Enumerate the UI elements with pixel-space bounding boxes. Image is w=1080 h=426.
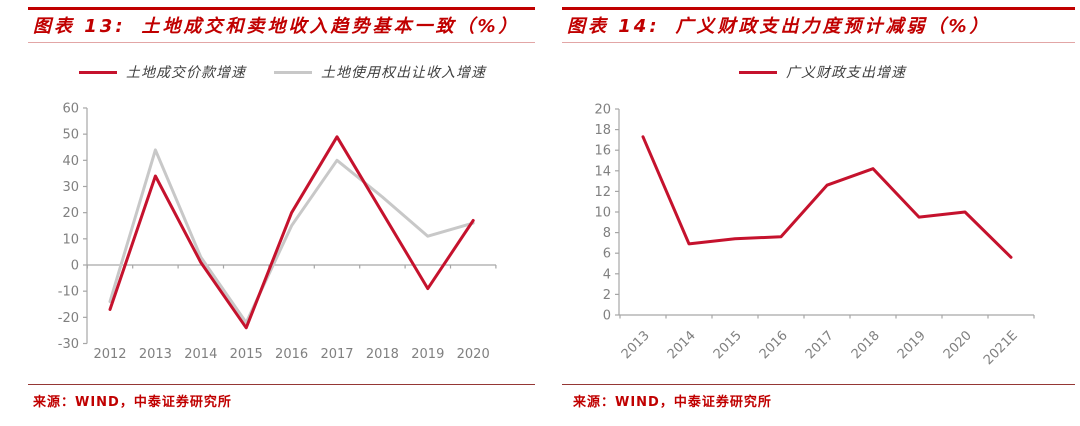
y-tick-label: -10 [58, 285, 79, 300]
x-tick-label: 2020 [941, 328, 975, 362]
figure-14-legend: 广义财政支出增速 [570, 62, 1075, 82]
x-tick-label: 2014 [184, 347, 217, 362]
y-tick-label: 16 [594, 144, 611, 159]
x-tick-label: 2020 [457, 347, 490, 362]
figure-14-source-rule [562, 384, 1075, 385]
x-tick-label: 2014 [665, 328, 699, 362]
y-tick-label: 20 [62, 206, 79, 221]
y-tick-label: 0 [71, 259, 79, 274]
legend-label: 土地使用权出让收入增速 [321, 65, 486, 81]
series-line-土地使用权出让收入增速 [108, 148, 475, 325]
x-tick-label: 2013 [139, 347, 172, 362]
y-tick-label: 8 [603, 226, 611, 241]
y-tick-label: -20 [58, 311, 79, 326]
legend-swatch-gray-icon [274, 70, 312, 74]
legend-swatch-red-icon [739, 70, 777, 74]
line-chart-svg: 60 50 40 30 20 10 0 -10 -20 -30 2012 2013 2014 2015 20… [58, 101, 497, 362]
y-tick-label: 50 [62, 128, 79, 143]
legend-label: 广义财政支出增速 [786, 65, 906, 81]
x-tick-label: 2021E [981, 328, 1021, 368]
x-tick-label: 2015 [230, 347, 263, 362]
y-tick-label: 2 [603, 288, 611, 303]
figure-13-label: 图表 13: [33, 16, 126, 37]
figure-14-title: 图表 14: 广义财政支出力度预计减弱（%） [567, 12, 991, 38]
y-tick-label: 10 [62, 232, 79, 247]
figure-14-top-rule [562, 7, 1075, 10]
x-tick-label: 2017 [320, 347, 353, 362]
y-tick-label: 12 [594, 185, 611, 200]
x-tick-label: 2012 [93, 347, 126, 362]
y-tick-label: 60 [62, 101, 79, 116]
legend-item-fiscal-expenditure: 广义财政支出增速 [739, 62, 906, 82]
figure-14-title-underline [562, 42, 1075, 43]
y-tick-label: 6 [603, 247, 611, 262]
figure-13-legend: 土地成交价款增速 土地使用权出让收入增速 [30, 62, 535, 82]
y-tick-label: 40 [62, 154, 79, 169]
figure-13-top-rule [28, 7, 535, 10]
series-line-土地成交价款增速 [108, 135, 475, 330]
figure-14-chart: 20 18 16 14 12 10 8 6 4 2 0 2013 2014 2015 2016 2017 201… [570, 95, 1075, 400]
x-tick-label: 2018 [366, 347, 399, 362]
x-tick-label: 2016 [275, 347, 308, 362]
figure-13-title: 图表 13: 土地成交和卖地收入趋势基本一致（%） [33, 12, 520, 38]
y-tick-label: -30 [58, 337, 79, 352]
figure-14-title-text: 广义财政支出力度预计减弱（%） [675, 16, 991, 37]
series-line-广义财政支出增速 [641, 135, 1013, 259]
figure-14-label: 图表 14: [567, 16, 660, 37]
y-tick-label: 18 [594, 123, 611, 138]
y-tick-label: 0 [603, 309, 611, 324]
x-tick-label: 2018 [849, 328, 883, 362]
y-tick-label: 20 [594, 103, 611, 118]
legend-item-land-revenue: 土地使用权出让收入增速 [274, 62, 486, 82]
x-tick-label: 2015 [711, 328, 745, 362]
y-tick-label: 10 [594, 206, 611, 221]
legend-swatch-red-icon [79, 70, 117, 74]
figure-13-source-rule [28, 384, 535, 385]
figure-13-title-underline [28, 42, 535, 43]
x-tick-label: 2019 [895, 328, 929, 362]
y-tick-label: 4 [603, 267, 611, 282]
legend-item-land-price: 土地成交价款增速 [79, 62, 246, 82]
figure-13-title-text: 土地成交和卖地收入趋势基本一致（%） [141, 16, 520, 37]
x-tick-label: 2019 [411, 347, 444, 362]
figure-13-source: 来源：WIND，中泰证券研究所 [33, 395, 232, 410]
x-tick-label: 2017 [803, 328, 837, 362]
y-tick-label: 14 [594, 164, 611, 179]
y-tick-label: 30 [62, 180, 79, 195]
x-tick-label: 2013 [619, 328, 653, 362]
figure-14-source: 来源：WIND，中泰证券研究所 [573, 395, 772, 410]
legend-label: 土地成交价款增速 [126, 65, 246, 81]
figure-13-chart: 60 50 40 30 20 10 0 -10 -20 -30 2012 2013 2014 2015 20… [30, 95, 535, 400]
x-tick-label: 2016 [757, 328, 791, 362]
